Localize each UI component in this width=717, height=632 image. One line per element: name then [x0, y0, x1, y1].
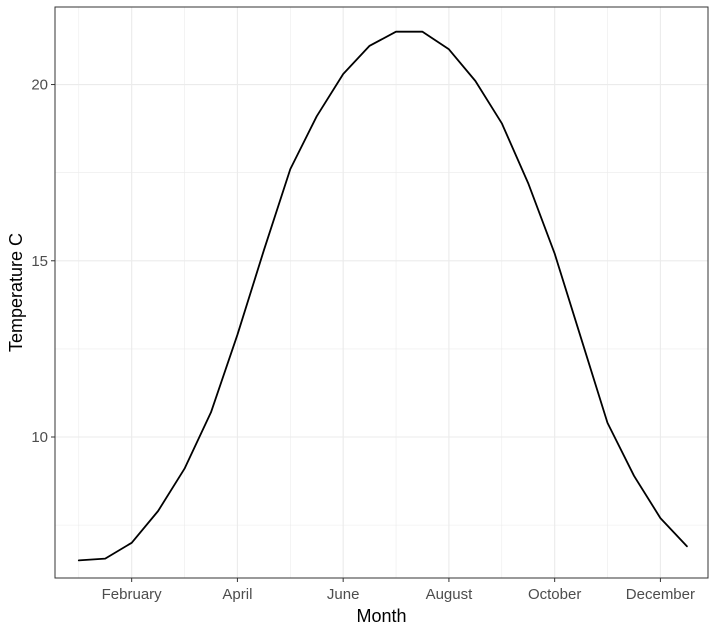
panel-border: [54, 6, 709, 579]
y-tick-label: 10: [31, 429, 48, 446]
y-tick-label: 20: [31, 77, 48, 94]
x-tick-label: August: [426, 586, 474, 603]
y-axis: 10 15 20: [31, 77, 55, 446]
x-tick-label: December: [626, 586, 695, 603]
y-axis-title: Temperature C: [6, 233, 26, 352]
x-tick-label: February: [102, 586, 163, 603]
x-tick-label: June: [327, 586, 360, 603]
x-axis: February April June August October December: [102, 578, 695, 603]
temperature-line: [77, 30, 688, 562]
x-tick-label: April: [222, 586, 252, 603]
x-axis-title: Month: [356, 606, 406, 626]
minor-gridlines: [55, 7, 708, 578]
series-layer: [77, 30, 688, 562]
major-gridlines: [55, 7, 708, 578]
y-tick-label: 15: [31, 253, 48, 270]
x-tick-label: October: [528, 586, 581, 603]
